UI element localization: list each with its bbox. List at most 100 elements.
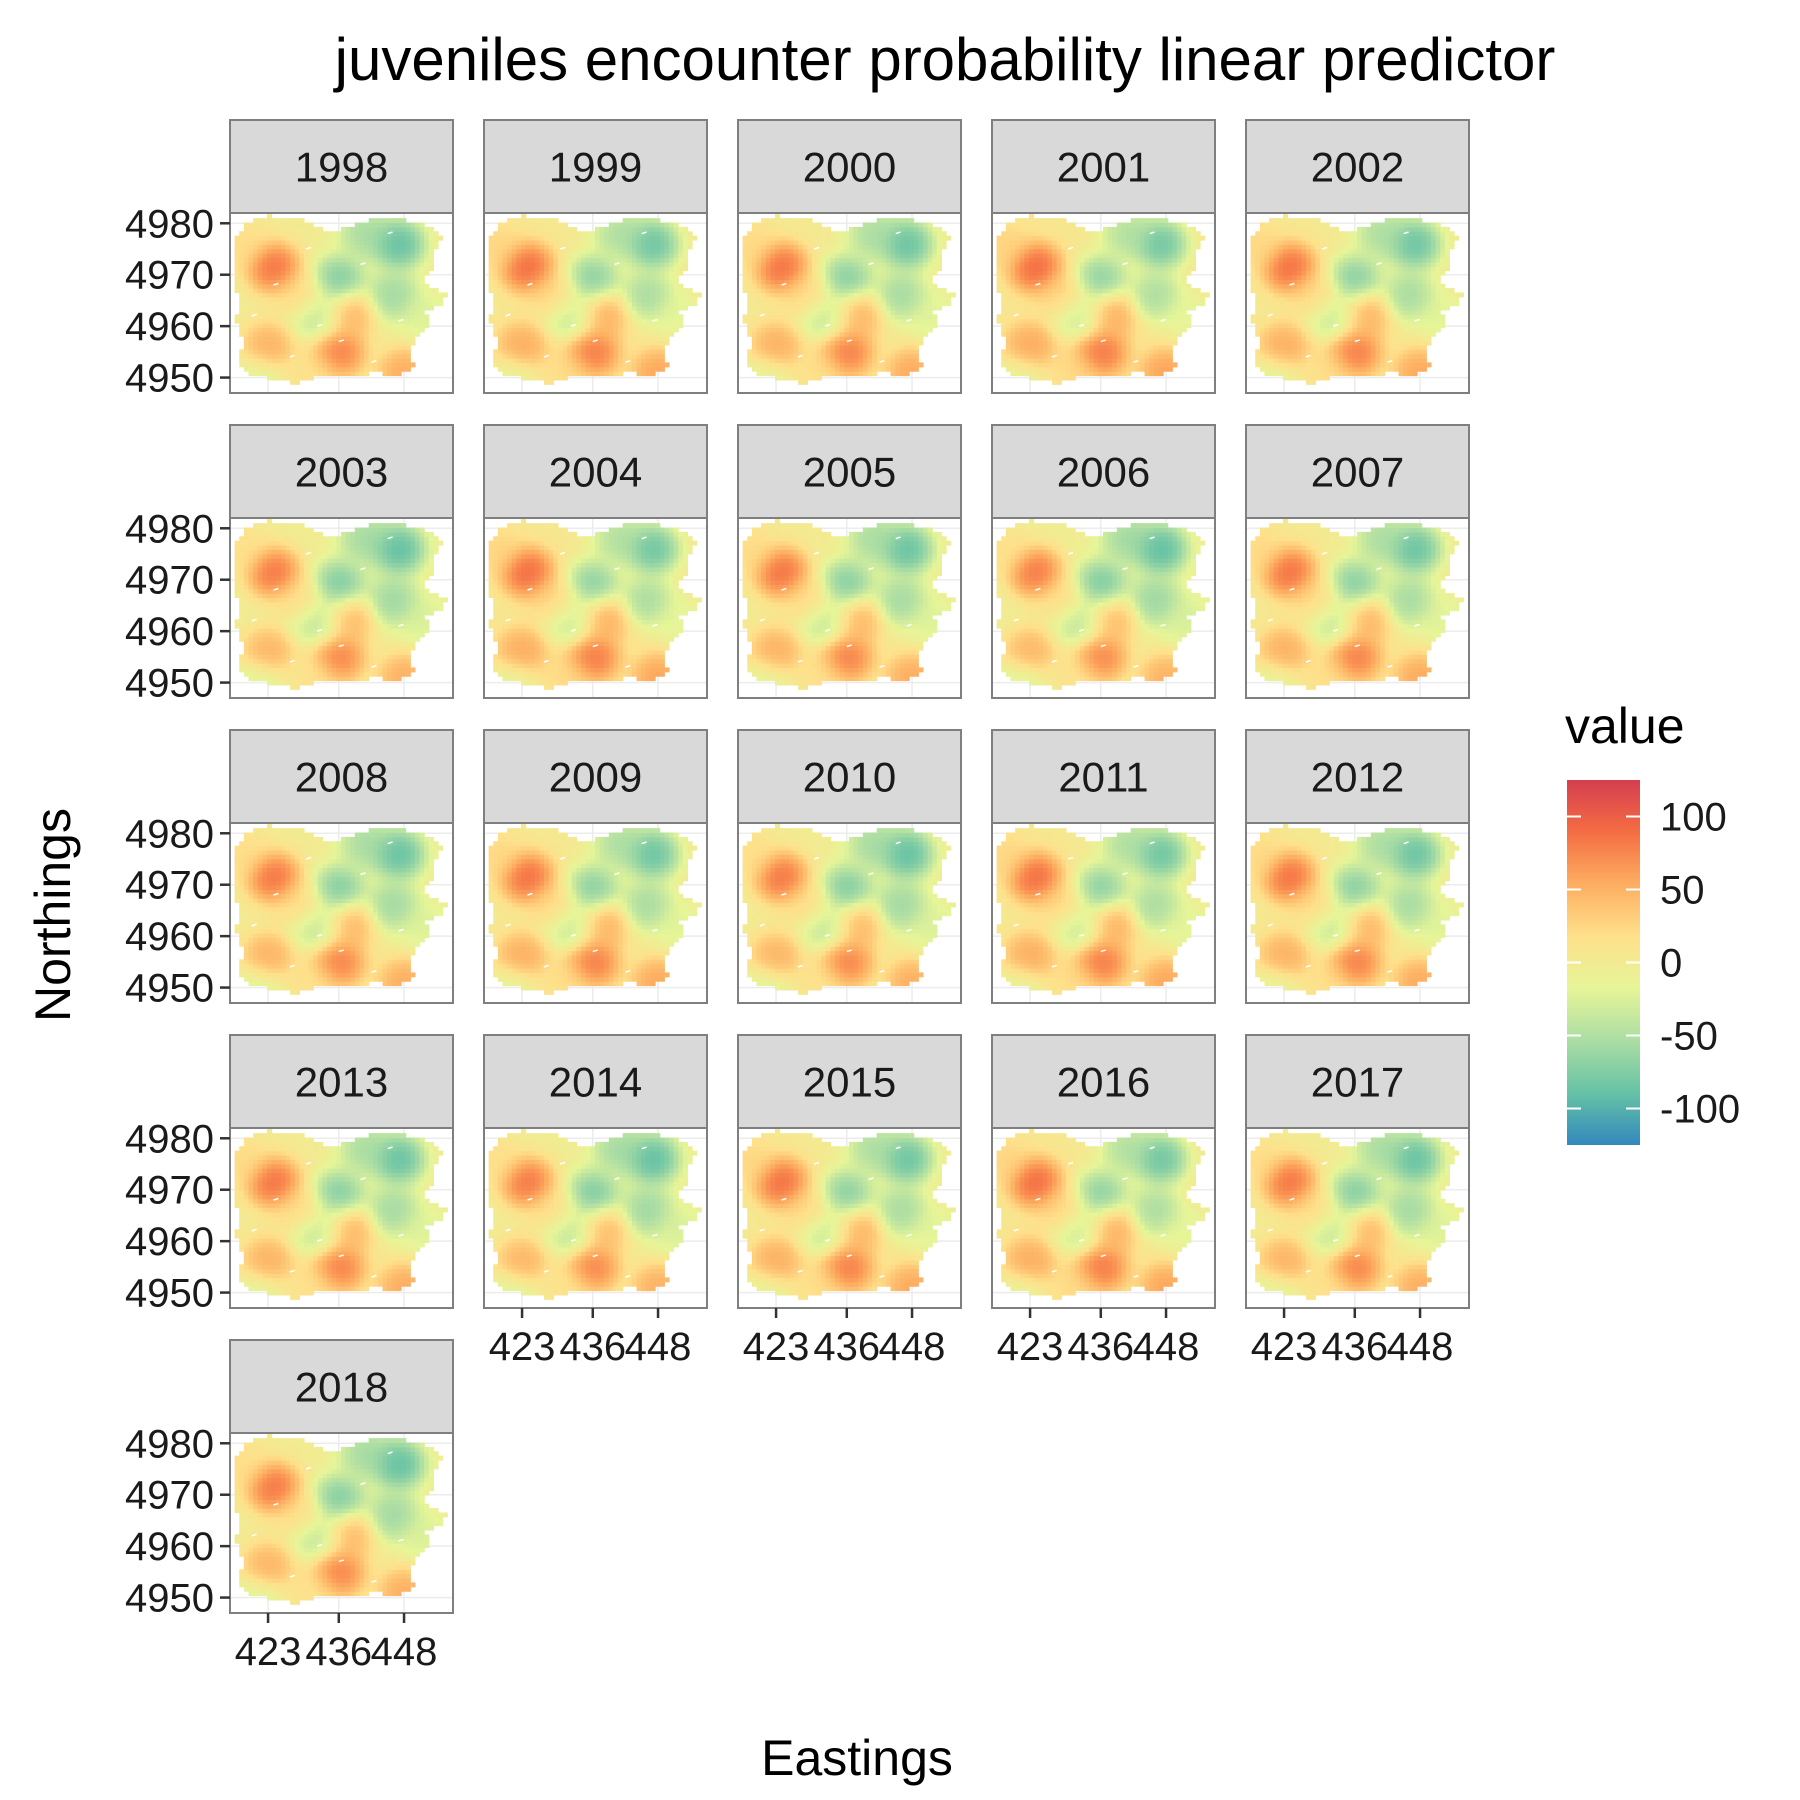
value-cell [327, 284, 332, 289]
value-cell [313, 292, 318, 297]
value-cell [235, 284, 240, 289]
value-cell [244, 327, 249, 332]
value-cell [309, 306, 314, 311]
value-cell [359, 223, 364, 228]
value-cell [295, 236, 300, 241]
value-cell [346, 367, 351, 372]
value-cell [267, 284, 272, 289]
value-cell [290, 314, 295, 319]
value-cell [364, 341, 369, 346]
value-cell [276, 319, 281, 324]
value-cell [267, 336, 272, 341]
value-cell [346, 306, 351, 311]
value-cell [248, 227, 253, 232]
value-cell [262, 354, 267, 359]
value-cell [272, 227, 277, 232]
value-cell [387, 227, 392, 232]
value-cell [424, 271, 429, 276]
value-cell [267, 371, 272, 376]
value-cell [276, 292, 281, 297]
value-cell [322, 323, 327, 328]
value-cell [248, 236, 253, 241]
value-cell [258, 271, 263, 276]
value-cell [369, 240, 374, 245]
value-cell [281, 319, 286, 324]
value-cell [341, 244, 346, 249]
value-cell [406, 332, 411, 337]
value-cell [346, 327, 351, 332]
value-cell [304, 253, 309, 258]
value-cell [369, 306, 374, 311]
value-cell [401, 244, 406, 249]
value-cell [392, 336, 397, 341]
value-cell [295, 249, 300, 254]
value-cell [258, 314, 263, 319]
value-cell [415, 240, 420, 245]
value-cell [410, 332, 415, 337]
value-cell [383, 231, 388, 236]
value-cell [341, 371, 346, 376]
value-cell [295, 279, 300, 284]
value-cell [272, 249, 277, 254]
value-cell [285, 262, 290, 267]
value-cell [327, 292, 332, 297]
value-cell [415, 310, 420, 315]
value-cell [373, 231, 378, 236]
value-cell [341, 266, 346, 271]
value-cell [253, 244, 258, 249]
value-cell [318, 271, 323, 276]
value-cell [341, 327, 346, 332]
value-cell [248, 341, 253, 346]
value-cell [424, 292, 429, 297]
value-cell [258, 244, 263, 249]
value-cell [295, 275, 300, 280]
value-cell [285, 266, 290, 271]
value-cell [244, 323, 249, 328]
value-cell [313, 358, 318, 363]
value-cell [262, 367, 267, 372]
value-cell [262, 266, 267, 271]
value-cell [239, 284, 244, 289]
value-cell [401, 310, 406, 315]
value-cell [350, 323, 355, 328]
value-cell [373, 218, 378, 223]
value-cell [415, 227, 420, 232]
value-cell [424, 319, 429, 324]
value-cell [309, 336, 314, 341]
value-cell [346, 349, 351, 354]
value-cell [267, 358, 272, 363]
value-cell [420, 292, 425, 297]
value-cell [285, 301, 290, 306]
value-cell [290, 240, 295, 245]
value-cell [248, 358, 253, 363]
value-cell [258, 301, 263, 306]
value-cell [332, 240, 337, 245]
value-cell [248, 292, 253, 297]
value-cell [378, 323, 383, 328]
value-cell [295, 227, 300, 232]
value-cell [327, 262, 332, 267]
value-cell [239, 297, 244, 302]
value-cell [272, 253, 277, 258]
value-cell [373, 345, 378, 350]
value-cell [332, 362, 337, 367]
value-cell [424, 244, 429, 249]
value-cell [318, 319, 323, 324]
value-cell [415, 271, 420, 276]
value-cell [396, 349, 401, 354]
value-cell [341, 349, 346, 354]
value-cell [378, 310, 383, 315]
value-cell [262, 227, 267, 232]
value-cell [332, 327, 337, 332]
value-cell [285, 236, 290, 241]
value-cell [318, 336, 323, 341]
value-cell [350, 314, 355, 319]
value-cell [304, 349, 309, 354]
value-cell [244, 332, 249, 337]
value-cell [424, 231, 429, 236]
value-cell [248, 327, 253, 332]
value-cell [272, 297, 277, 302]
value-cell [304, 262, 309, 267]
value-cell [369, 275, 374, 280]
value-cell [327, 319, 332, 324]
